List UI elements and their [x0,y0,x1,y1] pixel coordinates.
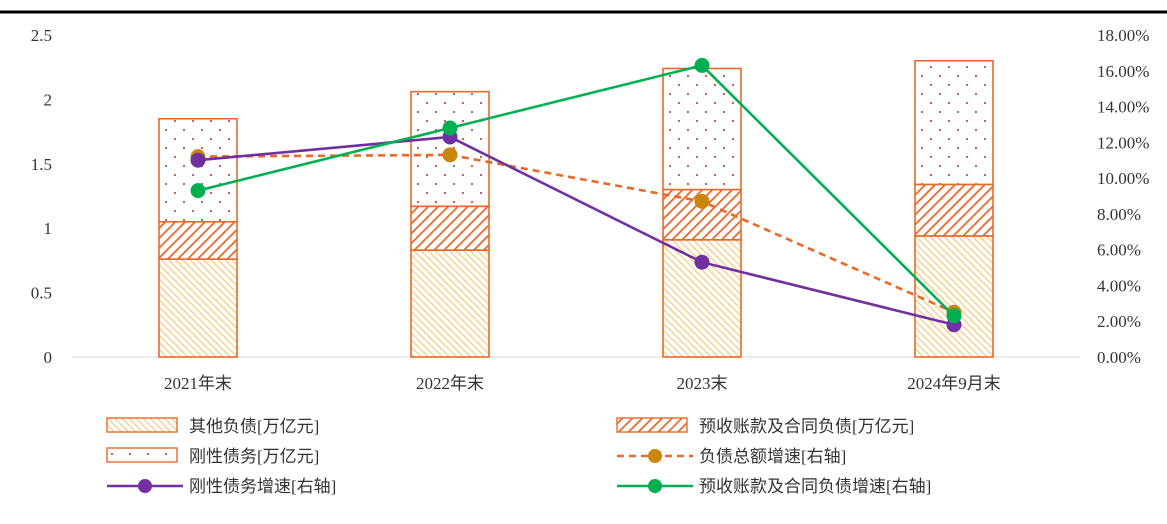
y-right-tick-label: 12.00% [1097,133,1149,152]
legend-label: 预收账款及合同负债[万亿元] [699,417,914,436]
legend-swatch [106,417,178,433]
series-line [197,63,955,317]
bar-segment [662,67,742,191]
y-left-tick-label: 0 [44,348,53,367]
bar-segment [914,59,994,186]
y-left-tick-label: 1 [44,219,53,238]
legend: 其他负债[万亿元] 预收账款及合同负债[万亿元] 刚性债务[万亿元] 负债总额增速[右… [106,417,931,496]
y-right-tick-label: 0.00% [1097,348,1141,367]
y-left-tick-label: 0.5 [31,284,52,303]
y-right-tick-label: 8.00% [1097,205,1141,224]
y-right-tick-label: 18.00% [1097,26,1149,45]
y-right-tick-label: 4.00% [1097,276,1141,295]
bar-segment [410,205,490,251]
bar-segment [410,249,490,358]
legend-label: 其他负债[万亿元] [189,417,319,436]
y-left-tick-label: 1.5 [31,155,52,174]
bars-layer [158,59,994,358]
series-marker [190,183,206,199]
y-right-tick-label: 6.00% [1097,241,1141,260]
bar-segment [914,235,994,358]
legend-marker [648,449,662,463]
legend-swatch [616,417,688,433]
bar-segment [158,220,238,260]
series-marker [694,254,710,270]
legend-label: 预收账款及合同负债增速[右轴] [699,477,931,496]
x-tick-label: 2023末 [677,374,728,393]
y-right-tick-label: 10.00% [1097,169,1149,188]
x-tick-label: 2022年末 [416,374,484,393]
bar-segment [158,117,238,223]
legend-label: 负债总额增速[右轴] [699,447,846,466]
x-tick-label: 2024年9月末 [907,374,1001,393]
legend-swatch [106,447,178,463]
legend-marker [648,479,662,493]
legend-marker [138,479,152,493]
series-marker [694,193,710,209]
legend-label: 刚性债务增速[右轴] [189,477,336,496]
axes-layer: 0 0.5 1 1.5 2 2.5 0.00% 2.00% 4.00% 6.00% 8.00% 10.… [31,26,1150,393]
series-line [197,135,955,327]
bar-segment [914,183,994,237]
bar-segment [158,258,238,358]
series-marker [946,308,962,324]
series-marker [442,147,458,163]
y-right-tick-label: 2.00% [1097,312,1141,331]
legend-label: 刚性债务[万亿元] [189,447,319,466]
lines-layer [190,57,962,333]
y-right-tick-label: 16.00% [1097,62,1149,81]
y-left-tick-label: 2.5 [31,26,52,45]
series-marker [442,120,458,136]
y-left-tick-label: 2 [44,90,53,109]
series-marker [190,152,206,168]
series-line [197,153,955,314]
x-tick-label: 2021年末 [164,374,232,393]
series-marker [694,57,710,73]
y-right-tick-label: 14.00% [1097,98,1149,117]
